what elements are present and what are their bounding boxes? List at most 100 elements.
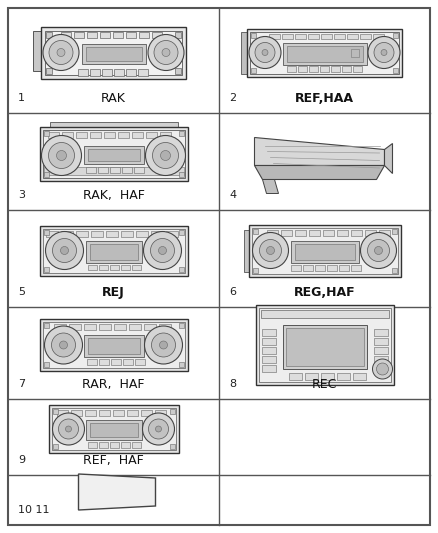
Bar: [350, 49, 358, 56]
Bar: [134, 359, 145, 365]
Bar: [294, 230, 305, 236]
Circle shape: [262, 50, 268, 55]
Bar: [179, 131, 184, 135]
Bar: [155, 410, 166, 416]
Bar: [145, 132, 156, 138]
Bar: [308, 66, 318, 71]
Bar: [241, 31, 249, 74]
Bar: [286, 328, 364, 366]
Bar: [39, 319, 187, 371]
Bar: [99, 410, 110, 416]
Bar: [89, 423, 138, 437]
Bar: [98, 166, 107, 173]
Bar: [85, 46, 141, 61]
Bar: [297, 66, 307, 71]
Bar: [280, 230, 292, 236]
Text: RAK: RAK: [101, 92, 126, 105]
Circle shape: [372, 359, 392, 379]
Bar: [85, 240, 141, 262]
Bar: [49, 122, 177, 128]
Bar: [53, 409, 57, 414]
Bar: [75, 132, 86, 138]
Circle shape: [252, 232, 289, 269]
Circle shape: [249, 36, 281, 69]
Circle shape: [160, 150, 170, 160]
Polygon shape: [262, 180, 279, 193]
Bar: [42, 229, 184, 272]
Circle shape: [60, 246, 68, 254]
Bar: [99, 442, 107, 448]
Bar: [283, 43, 367, 64]
Bar: [304, 373, 318, 380]
Bar: [84, 324, 95, 330]
Bar: [53, 444, 57, 449]
Bar: [87, 31, 97, 37]
Bar: [128, 324, 141, 330]
Bar: [135, 230, 148, 237]
Bar: [78, 69, 88, 76]
Bar: [286, 66, 296, 71]
Circle shape: [42, 135, 81, 175]
Bar: [89, 69, 99, 76]
Polygon shape: [385, 143, 392, 174]
Bar: [81, 44, 145, 63]
Bar: [170, 409, 174, 414]
Bar: [319, 66, 328, 71]
Bar: [374, 365, 388, 372]
Bar: [314, 264, 325, 271]
Bar: [334, 34, 345, 38]
Bar: [248, 224, 400, 277]
Bar: [85, 420, 141, 440]
Bar: [250, 31, 399, 74]
Circle shape: [144, 231, 181, 270]
Bar: [74, 31, 84, 37]
Bar: [326, 264, 336, 271]
Bar: [252, 229, 258, 233]
Text: 3: 3: [18, 190, 25, 200]
Bar: [308, 34, 319, 38]
Bar: [39, 225, 187, 276]
Text: REC: REC: [312, 378, 337, 391]
Bar: [43, 323, 49, 328]
Circle shape: [152, 142, 179, 168]
Bar: [251, 33, 256, 37]
Bar: [179, 323, 184, 328]
Bar: [43, 266, 49, 271]
Bar: [294, 244, 354, 260]
Circle shape: [53, 238, 77, 262]
Text: 4: 4: [229, 190, 236, 200]
Circle shape: [145, 135, 186, 175]
Bar: [113, 324, 126, 330]
Bar: [110, 359, 120, 365]
Bar: [339, 264, 349, 271]
Polygon shape: [254, 138, 385, 166]
Circle shape: [374, 246, 382, 254]
Bar: [166, 230, 177, 237]
Text: 2: 2: [229, 93, 236, 103]
Bar: [61, 31, 71, 37]
Circle shape: [45, 326, 82, 364]
Bar: [52, 408, 176, 450]
Bar: [45, 30, 182, 75]
Circle shape: [59, 419, 78, 439]
Text: REF,HAA: REF,HAA: [295, 92, 354, 105]
Bar: [139, 31, 149, 37]
Bar: [46, 68, 52, 74]
Bar: [179, 230, 184, 235]
Bar: [353, 373, 365, 380]
Text: 8: 8: [229, 379, 236, 389]
Bar: [84, 335, 144, 357]
Text: 7: 7: [18, 379, 25, 389]
Circle shape: [148, 35, 184, 70]
Bar: [113, 410, 124, 416]
Bar: [88, 338, 139, 354]
Circle shape: [162, 49, 170, 56]
Circle shape: [60, 341, 67, 349]
Bar: [308, 230, 319, 236]
Bar: [290, 240, 358, 262]
Bar: [247, 28, 402, 77]
Circle shape: [43, 35, 79, 70]
Bar: [121, 166, 131, 173]
Bar: [170, 444, 174, 449]
Bar: [88, 442, 96, 448]
